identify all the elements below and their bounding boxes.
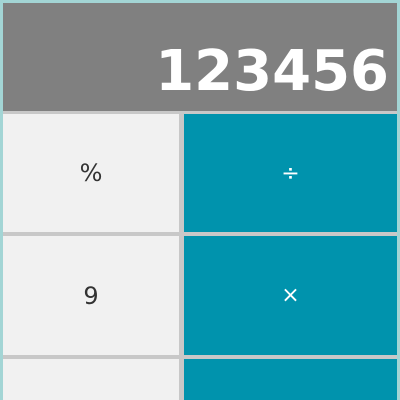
nine-button[interactable]: 9 bbox=[3, 236, 179, 355]
calculator: 123456 % ÷ 9 × bbox=[3, 3, 397, 400]
row3-right-button[interactable] bbox=[184, 359, 397, 400]
multiply-button[interactable]: × bbox=[184, 236, 397, 355]
divide-button[interactable]: ÷ bbox=[184, 114, 397, 232]
percent-button-label: % bbox=[79, 159, 103, 187]
nine-button-label: 9 bbox=[83, 281, 99, 310]
row3-left-button[interactable] bbox=[3, 359, 179, 400]
multiply-button-label: × bbox=[281, 283, 300, 308]
calculator-display: 123456 bbox=[3, 3, 397, 111]
percent-button[interactable]: % bbox=[3, 114, 179, 232]
display-value: 123456 bbox=[155, 39, 389, 104]
divide-button-label: ÷ bbox=[281, 160, 300, 186]
